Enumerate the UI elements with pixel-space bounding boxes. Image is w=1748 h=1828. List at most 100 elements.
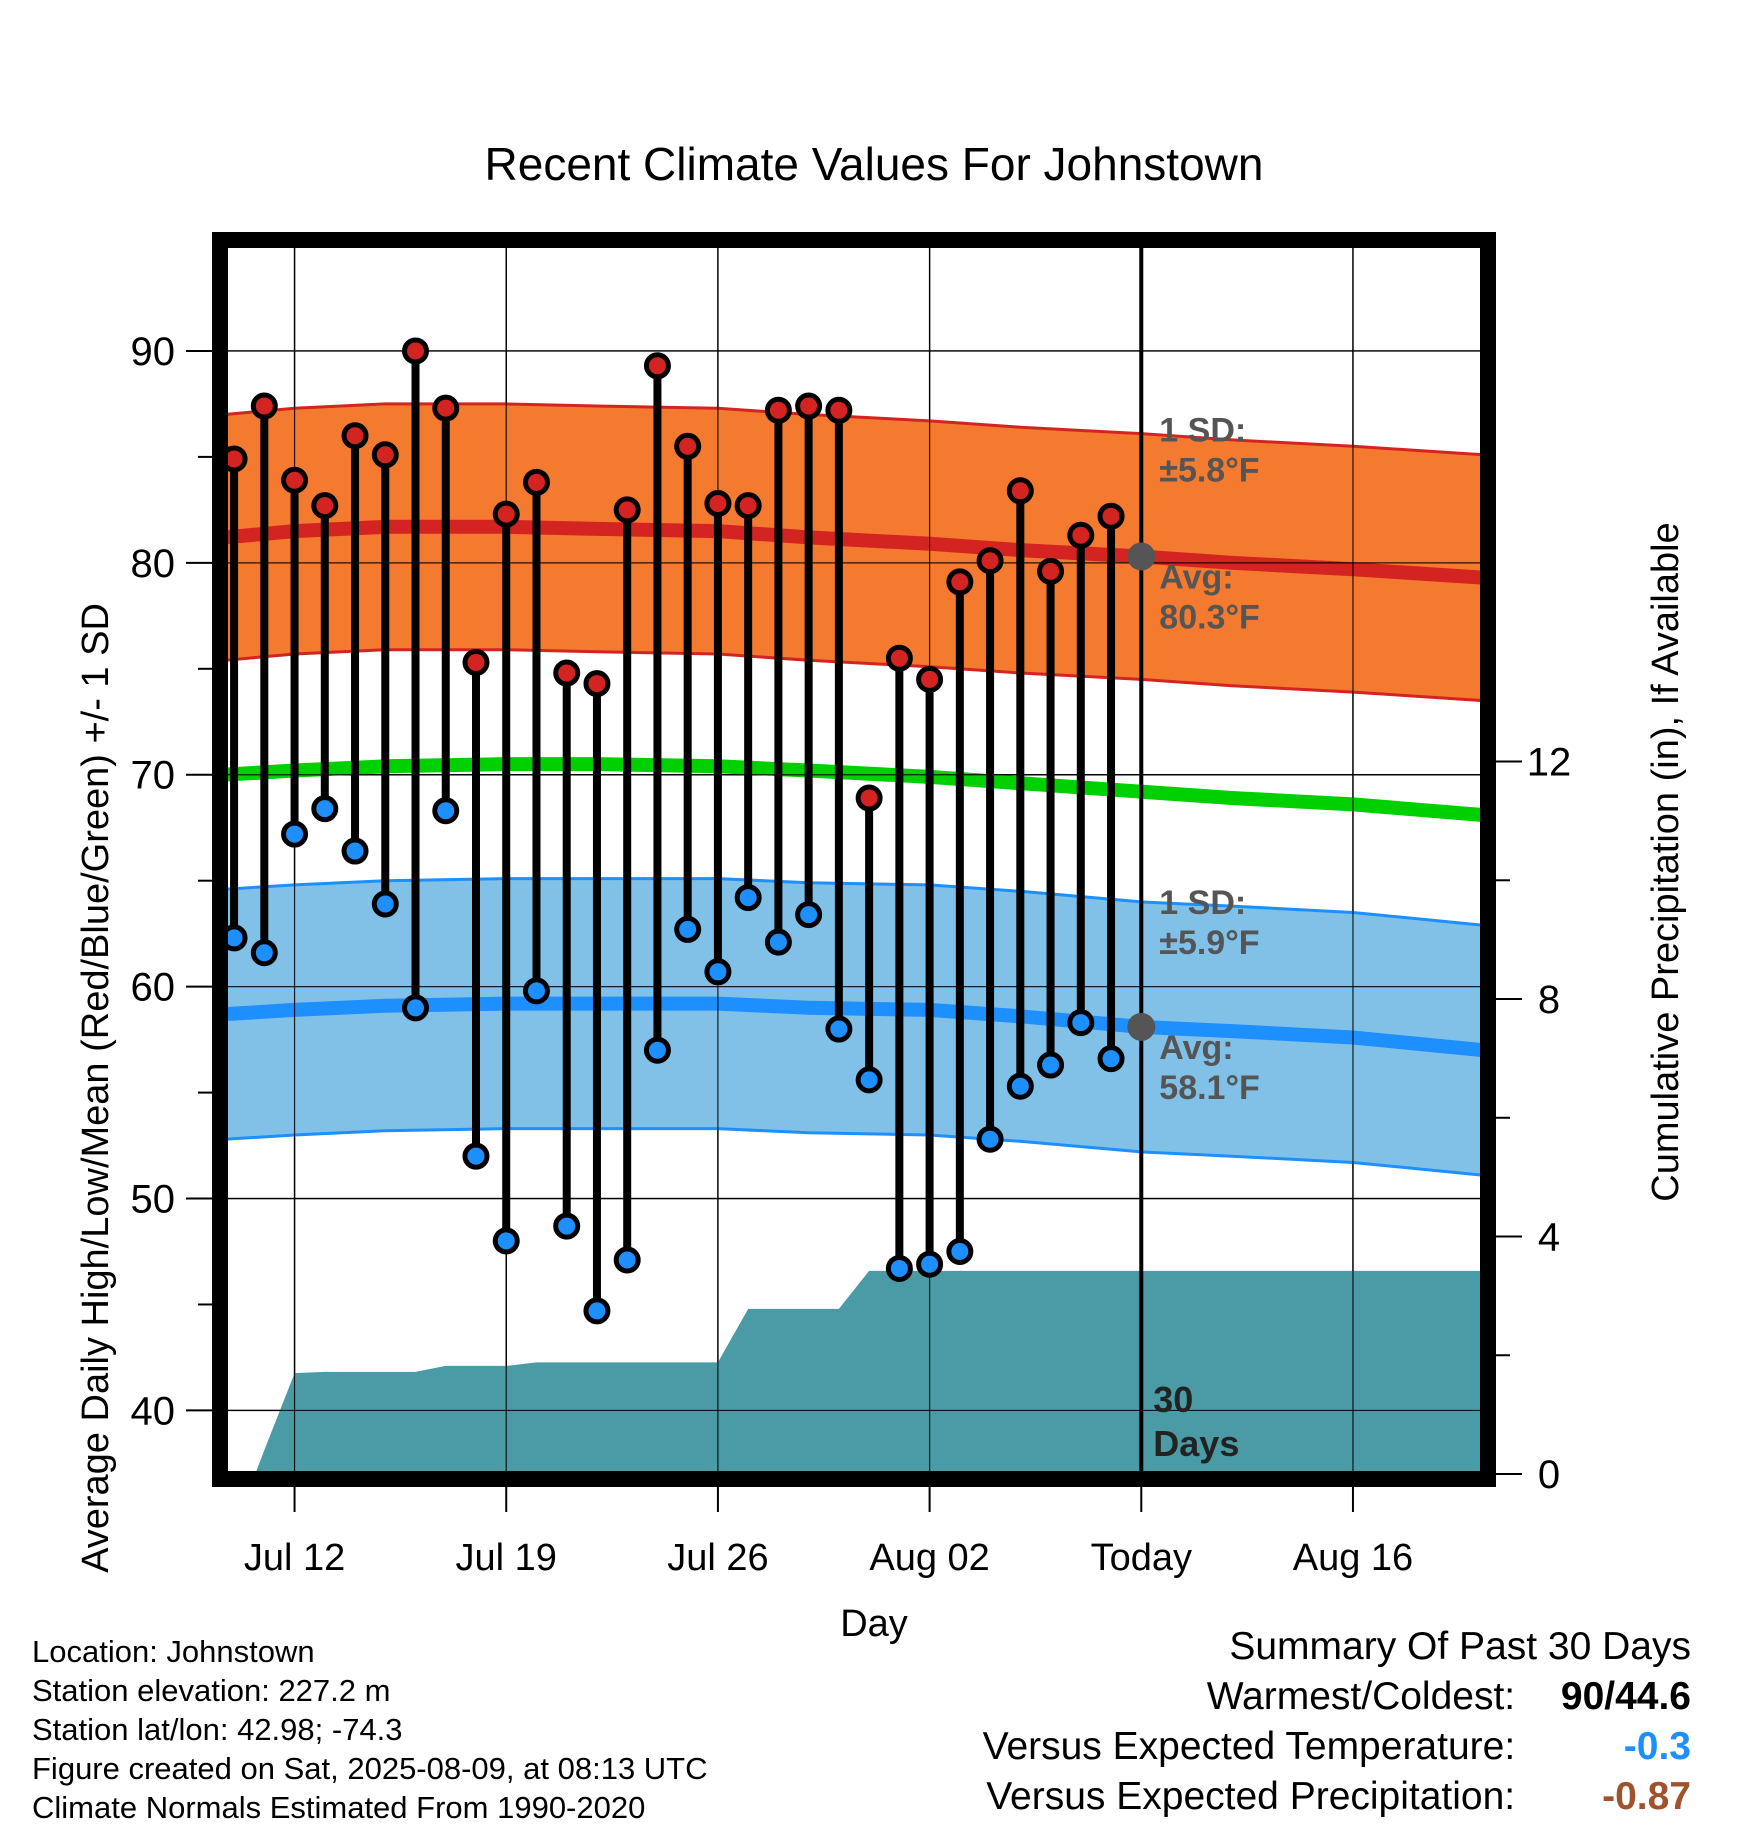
high-point xyxy=(492,500,520,528)
high-point xyxy=(553,659,581,687)
high-point xyxy=(1037,557,1065,585)
low-point xyxy=(402,994,430,1022)
today-low-avg-marker xyxy=(1127,1012,1156,1041)
precip-value: -0.87 xyxy=(1602,1775,1691,1818)
low-avg-value: 58.1°F xyxy=(1159,1069,1260,1107)
high-point xyxy=(522,468,550,496)
low-sd-label: 1 SD: xyxy=(1159,884,1246,922)
low-point xyxy=(1037,1051,1065,1079)
days-label-1: 30 xyxy=(1153,1379,1193,1420)
summary-panel: Summary Of Past 30 Days Warmest/Coldest:… xyxy=(983,1622,1691,1822)
low-point xyxy=(916,1250,944,1278)
low-point xyxy=(734,884,762,912)
precip-area xyxy=(255,1270,1483,1474)
latlon-text: Station lat/lon: 42.98; -74.3 xyxy=(32,1712,403,1747)
warmest-label: Warmest/Coldest: xyxy=(1206,1675,1516,1718)
temp-value: -0.3 xyxy=(1623,1725,1691,1768)
high-point xyxy=(825,396,853,424)
precip-label: Versus Expected Precipitation: xyxy=(986,1775,1516,1818)
high-point xyxy=(225,445,248,473)
high-sd-label: 1 SD: xyxy=(1159,412,1246,450)
y2-axis-label: Cumulative Precipitation (in), If Availa… xyxy=(1645,522,1687,1201)
high-point xyxy=(432,394,460,422)
low-point xyxy=(1006,1072,1034,1100)
y2-tick-label: 8 xyxy=(1538,978,1560,1022)
low-point xyxy=(522,977,550,1005)
location-text: Location: Johnstown xyxy=(32,1634,315,1669)
low-avg-label: Avg: xyxy=(1159,1029,1233,1067)
low-point xyxy=(1067,1009,1095,1037)
high-point xyxy=(583,670,611,698)
x-tick-label: Aug 16 xyxy=(1293,1537,1413,1579)
high-point xyxy=(1097,502,1125,530)
high-point xyxy=(734,492,762,520)
low-point xyxy=(613,1246,641,1274)
y2-tick-label: 4 xyxy=(1538,1216,1560,1260)
summary-precip-row: Versus Expected Precipitation: -0.87 xyxy=(983,1772,1691,1822)
low-point xyxy=(311,795,339,823)
low-sd-value: ±5.9°F xyxy=(1159,924,1259,962)
low-point xyxy=(643,1036,671,1064)
low-point xyxy=(432,797,460,825)
x-axis-label: Day xyxy=(840,1603,908,1645)
high-point xyxy=(371,441,399,469)
y-axis-label: Average Daily High/Low/Mean (Red/Blue/Gr… xyxy=(75,603,117,1573)
low-point xyxy=(764,928,792,956)
plot-frame xyxy=(212,232,1496,1487)
summary-title: Summary Of Past 30 Days xyxy=(1229,1625,1691,1668)
low-point xyxy=(250,939,278,967)
summary-warmest-row: Warmest/Coldest: 90/44.6 xyxy=(983,1672,1691,1722)
y-tick-label: 40 xyxy=(131,1389,176,1433)
low-point xyxy=(553,1212,581,1240)
y-tick-label: 50 xyxy=(131,1178,176,1222)
y2-tick-label: 12 xyxy=(1527,741,1572,785)
low-point xyxy=(583,1297,611,1325)
x-tick-label: Jul 26 xyxy=(667,1537,768,1579)
high-sd-value: ±5.8°F xyxy=(1159,452,1259,490)
high-point xyxy=(311,492,339,520)
low-point xyxy=(976,1125,1004,1153)
y-tick-label: 80 xyxy=(131,542,176,586)
x-tick-label: Jul 12 xyxy=(244,1537,345,1579)
summary-temp-row: Versus Expected Temperature: -0.3 xyxy=(983,1722,1691,1772)
plot-area xyxy=(225,245,1483,1474)
high-point xyxy=(855,784,883,812)
high-point xyxy=(1067,521,1095,549)
elevation-text: Station elevation: 227.2 m xyxy=(32,1673,391,1708)
high-point xyxy=(674,432,702,460)
low-point xyxy=(795,901,823,929)
y2-tick-label: 0 xyxy=(1538,1453,1560,1497)
high-point xyxy=(704,490,732,518)
low-point xyxy=(946,1238,974,1266)
high-point xyxy=(885,644,913,672)
low-sd-band-edge xyxy=(225,1127,1483,1177)
high-point xyxy=(341,422,369,450)
low-point xyxy=(462,1142,490,1170)
y-tick-label: 60 xyxy=(131,966,176,1010)
y-tick-label: 90 xyxy=(131,330,176,374)
high-avg-value: 80.3°F xyxy=(1159,598,1260,636)
today-high-avg-marker xyxy=(1127,542,1156,571)
x-tick-label: Aug 02 xyxy=(869,1537,989,1579)
low-point xyxy=(1097,1045,1125,1073)
high-point xyxy=(795,392,823,420)
low-point xyxy=(825,1015,853,1043)
low-point xyxy=(225,924,248,952)
low-point xyxy=(341,837,369,865)
high-point xyxy=(281,466,309,494)
high-point xyxy=(250,392,278,420)
station-info: Location: Johnstown Station elevation: 2… xyxy=(32,1632,708,1827)
chart-title: Recent Climate Values For Johnstown xyxy=(485,138,1264,190)
low-point xyxy=(281,820,309,848)
normals-text: Climate Normals Estimated From 1990-2020 xyxy=(32,1790,646,1825)
low-point xyxy=(855,1066,883,1094)
created-text: Figure created on Sat, 2025-08-09, at 08… xyxy=(32,1751,708,1786)
low-point xyxy=(674,915,702,943)
high-point xyxy=(402,337,430,365)
high-point xyxy=(916,665,944,693)
low-point xyxy=(704,958,732,986)
low-point xyxy=(492,1227,520,1255)
high-point xyxy=(976,547,1004,575)
high-point xyxy=(613,496,641,524)
